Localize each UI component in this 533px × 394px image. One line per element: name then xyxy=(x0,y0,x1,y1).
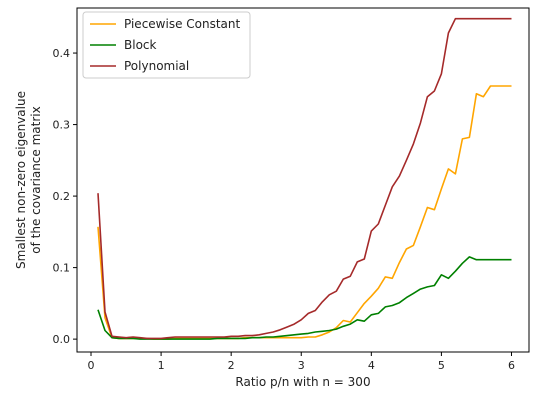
x-tick-label: 0 xyxy=(88,359,95,372)
y-tick-label: 0.2 xyxy=(53,190,71,203)
y-axis-label-line2: of the covariance matrix xyxy=(29,106,43,253)
y-axis-ticks: 0.0 0.1 0.2 0.3 0.4 xyxy=(53,47,77,346)
y-tick-label: 0.4 xyxy=(53,47,71,60)
x-tick-label: 6 xyxy=(508,359,515,372)
x-tick-label: 4 xyxy=(368,359,375,372)
series-line-block xyxy=(97,256,512,340)
x-tick-label: 2 xyxy=(228,359,235,372)
legend-label-block: Block xyxy=(124,38,157,52)
legend-label-piecewise-constant: Piecewise Constant xyxy=(124,17,241,31)
axes-frame xyxy=(76,7,530,353)
y-tick-label: 0.3 xyxy=(53,119,71,132)
series-lines xyxy=(97,17,512,340)
x-axis-ticks: 0 1 2 3 4 5 6 xyxy=(88,352,515,372)
y-tick-label: 0.0 xyxy=(53,333,71,346)
y-tick-label: 0.1 xyxy=(53,262,71,275)
x-axis-label: Ratio p/n with n = 300 xyxy=(235,375,370,389)
series-line-polynomial xyxy=(97,17,512,340)
x-tick-label: 5 xyxy=(438,359,445,372)
legend-box xyxy=(82,11,251,79)
x-tick-label: 1 xyxy=(158,359,165,372)
legend-label-polynomial: Polynomial xyxy=(124,59,189,73)
y-axis-label-line1: Smallest non-zero eigenvalue xyxy=(14,91,28,269)
x-tick-label: 3 xyxy=(298,359,305,372)
legend: Piecewise Constant Block Polynomial xyxy=(82,11,251,79)
